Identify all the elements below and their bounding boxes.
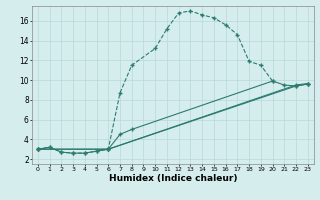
- X-axis label: Humidex (Indice chaleur): Humidex (Indice chaleur): [108, 174, 237, 183]
